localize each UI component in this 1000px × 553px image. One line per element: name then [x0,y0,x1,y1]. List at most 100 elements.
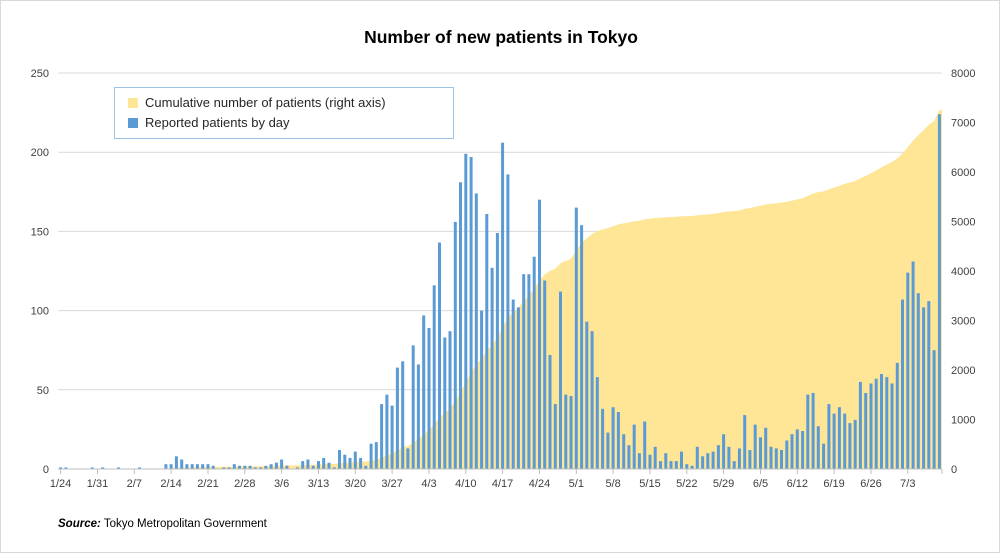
daily-bar [343,454,347,469]
daily-bar [432,285,436,469]
daily-bar [653,446,657,469]
daily-bar [595,377,599,469]
legend: Cumulative number of patients (right axi… [114,87,454,139]
daily-bar [259,467,263,469]
daily-bar [101,467,105,469]
legend-item-cumulative-label: Cumulative number of patients (right axi… [145,95,386,110]
daily-bar [569,396,573,469]
y-right-tick-label: 8000 [951,68,975,80]
daily-bar [117,467,120,469]
legend-item-cumulative: Cumulative number of patients (right axi… [128,95,440,110]
daily-bar [222,467,226,469]
daily-bar [806,394,810,469]
daily-bar [369,443,373,469]
daily-bar [722,434,726,469]
daily-bar [306,459,310,469]
daily-bar [559,291,562,469]
daily-bar [727,446,731,469]
y-right-tick-label: 2000 [951,365,975,377]
daily-bar [922,307,926,469]
daily-bar [459,182,462,470]
y-left-tick-label: 150 [31,226,49,238]
y-right-tick-label: 3000 [951,316,975,328]
daily-bar [622,434,626,469]
y-left-tick-label: 200 [31,147,49,159]
x-tick-label: 2/28 [234,478,255,490]
daily-bar [637,453,641,469]
daily-bar [174,456,178,469]
chart-title: Number of new patients in Tokyo [364,27,638,47]
daily-bars [59,114,941,470]
source-text: Tokyo Metropolitan Government [100,518,267,530]
daily-bar [211,465,215,469]
daily-bar [406,448,410,469]
daily-bar [516,307,520,469]
daily-bar [627,445,631,469]
cumulative-area [58,110,942,469]
daily-bar [390,405,394,469]
y-left-tick-label: 100 [31,306,49,318]
daily-bar [411,345,415,469]
x-tick-label: 7/3 [900,478,915,490]
x-tick-label: 3/20 [345,478,366,490]
daily-bar [301,461,305,469]
daily-bar [837,407,841,469]
daily-bar [759,437,762,469]
daily-bar [427,328,431,469]
daily-bar [248,465,252,469]
y-left-tick-label: 250 [31,68,49,80]
daily-bar [822,443,826,469]
x-tick-label: 5/29 [713,478,734,490]
daily-bar [601,408,605,469]
daily-bar [790,434,794,469]
daily-bar [632,424,636,469]
daily-bar [748,450,752,469]
daily-bar [706,453,710,469]
daily-bar [890,383,894,469]
daily-bar [238,465,241,469]
daily-bar [780,450,783,469]
daily-bar [858,381,862,469]
y-axis-right: 0 1000 2000 3000 4000 5000 6000 7000 8000 [951,68,975,476]
daily-bar [880,374,883,469]
y-right-tick-label: 0 [951,464,957,476]
daily-bar [743,415,747,469]
daily-bar [395,367,399,469]
daily-bar [611,407,615,469]
x-tick-label: 3/6 [274,478,289,490]
daily-bar [895,362,899,469]
daily-bar [317,461,320,469]
x-tick-label: 4/3 [421,478,436,490]
daily-bar [280,459,284,469]
x-tick-label: 2/14 [160,478,181,490]
daily-bar [416,364,420,469]
daily-bar [764,427,768,469]
daily-bar [716,445,720,469]
daily-bar [906,272,910,469]
daily-bar [901,299,904,469]
x-tick-label: 4/17 [492,478,513,490]
daily-bar [180,459,184,469]
daily-bar [443,337,447,469]
daily-bar [574,207,578,469]
daily-bar [401,361,405,469]
daily-bar [269,464,273,469]
daily-bar [811,393,815,469]
daily-bar [353,451,357,469]
daily-bar [711,451,715,469]
x-tick-label: 6/19 [823,478,844,490]
cumulative-series-swatch-icon [128,97,138,108]
x-tick-label: 5/22 [676,478,697,490]
daily-bar [206,464,210,469]
daily-bar [264,465,268,469]
daily-bar [543,280,547,469]
daily-bar [274,462,278,469]
y-axis-left: 0 50 100 150 200 250 [31,68,49,476]
x-tick-label: 1/24 [50,478,71,490]
daily-bar [511,299,515,469]
daily-bar [190,464,194,469]
daily-bar [501,142,505,469]
daily-bar [869,383,873,469]
daily-bar [606,432,610,469]
daily-bar [580,225,584,469]
